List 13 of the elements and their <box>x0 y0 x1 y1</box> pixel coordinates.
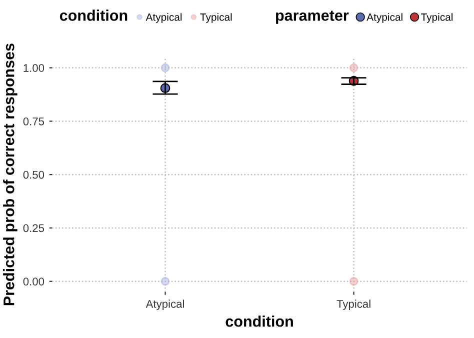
y-tick-label: 0.50 <box>23 170 44 179</box>
text: parameter <box>276 10 349 24</box>
y-tick-label: 1.00 <box>24 64 44 72</box>
y-tick-label: 0.00 <box>23 278 44 286</box>
y-tick-label: 0.25 <box>23 224 44 232</box>
y-tick-label: 0.75 <box>23 117 44 126</box>
legend-label: Atypical <box>146 13 182 23</box>
legend-label: Typical <box>200 13 232 23</box>
legend-label: Typical <box>421 13 452 23</box>
x-axis-title: condition <box>226 316 293 327</box>
legend-label: Atypical <box>366 13 402 23</box>
y-axis-title: Predicted prob of correct responses <box>3 44 18 306</box>
text: condition <box>60 10 128 21</box>
